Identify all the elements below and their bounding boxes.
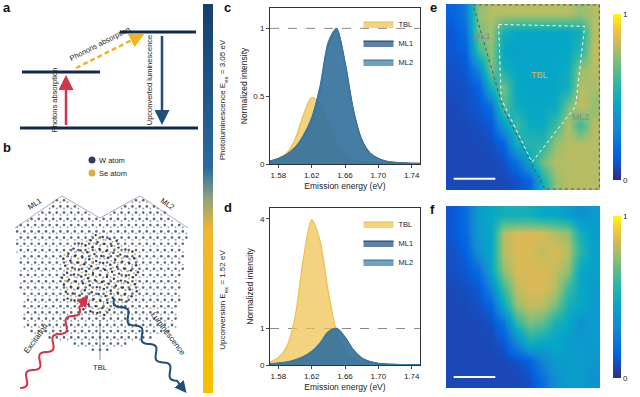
svg-text:TBL: TBL [399, 220, 413, 229]
svg-text:Upconverted luminescence: Upconverted luminescence [145, 35, 154, 125]
svg-text:ML1: ML1 [399, 239, 414, 248]
svg-text:1.74: 1.74 [404, 171, 420, 180]
svg-text:1.66: 1.66 [337, 171, 353, 180]
svg-text:1: 1 [260, 324, 265, 333]
svg-text:1: 1 [623, 212, 628, 221]
svg-text:Phonons absorption: Phonons absorption [68, 25, 132, 63]
svg-text:Normalized intensity: Normalized intensity [239, 47, 249, 124]
html-text:f: f [430, 202, 435, 217]
svg-text:TBL: TBL [531, 70, 548, 80]
svg-text:1: 1 [260, 24, 265, 33]
svg-text:1.66: 1.66 [337, 372, 353, 381]
html-text:c: c [224, 0, 232, 15]
svg-text:1.62: 1.62 [304, 171, 320, 180]
svg-text:Luminescence: Luminescence [149, 310, 188, 357]
svg-text:Upconversion Eex = 1.52 eV: Upconversion Eex = 1.52 eV [218, 250, 229, 350]
svg-text:4: 4 [260, 215, 265, 224]
svg-text:Emission energy (eV): Emission energy (eV) [304, 382, 385, 392]
svg-text:1.70: 1.70 [371, 171, 387, 180]
svg-text:0: 0 [623, 176, 628, 185]
svg-text:0.5: 0.5 [253, 92, 265, 101]
svg-text:0: 0 [260, 160, 265, 169]
svg-text:ML1: ML1 [399, 39, 414, 48]
svg-text:1.58: 1.58 [271, 171, 287, 180]
svg-text:Emission energy (eV): Emission energy (eV) [304, 181, 385, 191]
svg-text:Photoluminescence Eex = 3.05 e: Photoluminescence Eex = 3.05 eV [218, 39, 229, 160]
svg-text:ML2: ML2 [572, 112, 590, 122]
svg-text:1.62: 1.62 [304, 372, 320, 381]
svg-text:1.58: 1.58 [271, 372, 287, 381]
svg-text:ML2: ML2 [159, 196, 176, 212]
html-text:b: b [3, 140, 11, 155]
svg-text:ML2: ML2 [399, 258, 414, 267]
svg-text:TBL: TBL [93, 363, 107, 372]
html-text:a: a [3, 0, 11, 15]
svg-text:0: 0 [623, 374, 628, 383]
svg-text:ML1: ML1 [473, 31, 491, 41]
svg-text:Photons absorption: Photons absorption [50, 68, 59, 133]
svg-text:1.74: 1.74 [404, 372, 420, 381]
svg-text:0: 0 [260, 361, 265, 370]
svg-text:Normalized intensity: Normalized intensity [245, 247, 255, 324]
svg-text:1: 1 [623, 10, 628, 19]
svg-text:W atom: W atom [99, 156, 125, 165]
html-text:d: d [224, 200, 232, 215]
html-text:e: e [430, 0, 438, 15]
svg-text:Excitation: Excitation [22, 322, 50, 355]
svg-text:ML1: ML1 [26, 196, 43, 212]
svg-text:1.70: 1.70 [371, 372, 387, 381]
svg-text:Se atom: Se atom [99, 169, 127, 178]
svg-text:TBL: TBL [399, 20, 413, 29]
svg-text:ML2: ML2 [399, 58, 414, 67]
